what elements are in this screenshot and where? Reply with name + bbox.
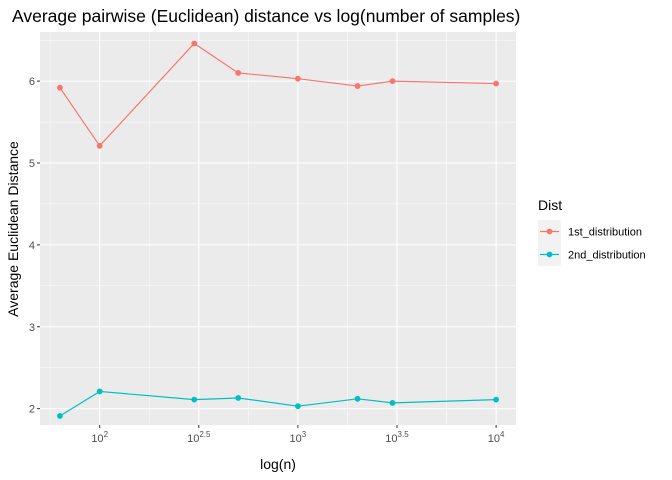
series-line-2 — [59, 390, 497, 417]
data-point — [96, 388, 103, 395]
data-point — [354, 83, 361, 89]
y-axis: 2 3 4 5 6 — [29, 76, 40, 416]
minor-gridlines — [40, 32, 516, 425]
x-tick-label: 103.5 — [385, 430, 409, 445]
y-tick-label: 2 — [29, 404, 35, 416]
data-point — [389, 78, 396, 85]
plot-panel — [40, 32, 516, 425]
x-axis-title: log(n) — [260, 456, 296, 472]
y-tick-label: 5 — [29, 158, 35, 170]
x-axis: 102 102.5 103 103.5 104 — [91, 425, 505, 445]
data-point — [191, 40, 198, 47]
legend-title: Dist — [538, 197, 562, 213]
data-point — [389, 399, 396, 406]
data-point — [493, 80, 500, 87]
legend-label: 1st_distribution — [568, 227, 642, 239]
data-point — [235, 70, 242, 76]
series-points — [56, 40, 500, 419]
legend-label: 2nd_distribution — [568, 250, 646, 262]
legend: Dist 1st_distribution 2nd_distribution — [538, 197, 646, 266]
legend-key-point — [546, 251, 553, 258]
y-tick-label: 6 — [29, 76, 35, 88]
x-tick-label: 104 — [488, 430, 505, 445]
data-point — [294, 75, 301, 82]
legend-key-point — [546, 228, 553, 235]
series-line-1 — [59, 42, 497, 147]
data-point — [96, 142, 103, 149]
y-tick-label: 4 — [29, 240, 35, 252]
data-point — [493, 396, 500, 403]
major-gridlines — [40, 32, 516, 425]
data-point — [235, 395, 242, 401]
x-tick-label: 103 — [290, 430, 307, 445]
x-tick-label: 102.5 — [187, 430, 211, 445]
y-axis-title: Average Euclidean Distance — [5, 141, 21, 317]
data-point — [191, 396, 198, 403]
data-point — [294, 403, 301, 410]
chart-title: Average pairwise (Euclidean) distance vs… — [12, 6, 520, 26]
data-point — [354, 395, 361, 402]
x-tick-label: 102 — [91, 430, 108, 445]
data-point — [56, 84, 63, 91]
series-lines — [59, 42, 497, 417]
data-point — [56, 413, 63, 419]
y-tick-label: 3 — [29, 322, 35, 334]
